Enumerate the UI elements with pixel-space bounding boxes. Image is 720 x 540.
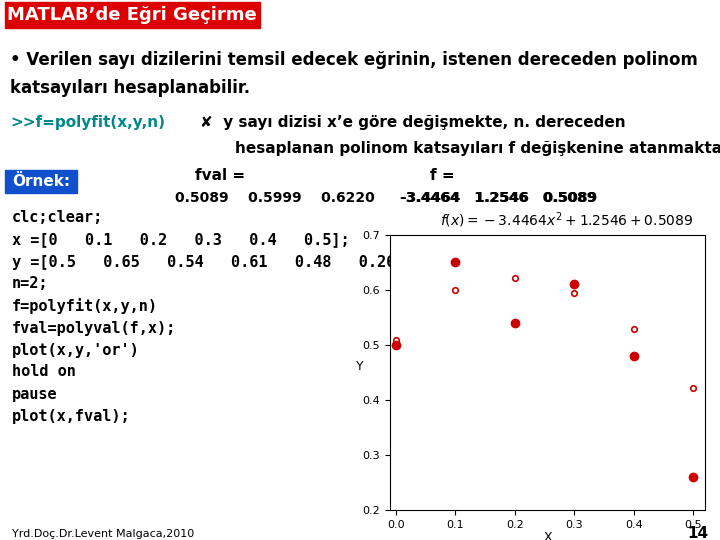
X-axis label: X: X bbox=[543, 531, 552, 540]
Text: katsayıları hesaplanabilir.: katsayıları hesaplanabilir. bbox=[10, 79, 250, 97]
Text: fval =: fval = bbox=[195, 168, 245, 184]
Text: 0.5089    0.5999    0.6220: 0.5089 0.5999 0.6220 bbox=[175, 191, 374, 205]
Text: y =[0.5   0.65   0.54   0.61   0.48   0.26];: y =[0.5 0.65 0.54 0.61 0.48 0.26]; bbox=[12, 254, 413, 269]
Text: • Verilen sayı dizilerini temsil edecek eğrinin, istenen dereceden polinom: • Verilen sayı dizilerini temsil edecek … bbox=[10, 51, 698, 69]
Text: MATLAB’de Eğri Geçirme: MATLAB’de Eğri Geçirme bbox=[7, 6, 257, 24]
Text: n=2;: n=2; bbox=[12, 276, 48, 292]
Text: hold on: hold on bbox=[12, 364, 76, 380]
Text: f=polyfit(x,y,n): f=polyfit(x,y,n) bbox=[12, 298, 158, 314]
Text: >>f=polyfit(x,y,n): >>f=polyfit(x,y,n) bbox=[10, 114, 165, 130]
Text: X: X bbox=[549, 491, 557, 504]
Text: pause: pause bbox=[12, 387, 58, 402]
Text: hesaplanan polinom katsayıları f değişkenine atanmaktadır.: hesaplanan polinom katsayıları f değişke… bbox=[235, 140, 720, 156]
FancyBboxPatch shape bbox=[5, 170, 77, 193]
Text: -3.4464   1.2546   0.5089: -3.4464 1.2546 0.5089 bbox=[401, 191, 598, 205]
Text: x =[0   0.1   0.2   0.3   0.4   0.5];: x =[0 0.1 0.2 0.3 0.4 0.5]; bbox=[12, 233, 350, 247]
Text: 14: 14 bbox=[687, 526, 708, 540]
Text: ✘  y sayı dizisi x’e göre değişmekte, n. dereceden: ✘ y sayı dizisi x’e göre değişmekte, n. … bbox=[200, 114, 626, 130]
Text: fval=polyval(f,x);: fval=polyval(f,x); bbox=[12, 321, 176, 335]
Text: plot(x,fval);: plot(x,fval); bbox=[12, 408, 130, 423]
Text: Örnek:: Örnek: bbox=[12, 173, 70, 188]
Text: $f(x) = -3.4464x^2 + 1.2546 + 0.5089$: $f(x) = -3.4464x^2 + 1.2546 + 0.5089$ bbox=[440, 210, 693, 230]
Text: Yrd.Doç.Dr.Levent Malgaca,2010: Yrd.Doç.Dr.Levent Malgaca,2010 bbox=[12, 529, 194, 539]
Text: -3.4464   1.2546   0.5089: -3.4464 1.2546 0.5089 bbox=[400, 191, 596, 205]
Y-axis label: Y: Y bbox=[356, 360, 364, 373]
FancyBboxPatch shape bbox=[5, 2, 260, 28]
Text: clc;clear;: clc;clear; bbox=[12, 211, 103, 226]
Text: plot(x,y,'or'): plot(x,y,'or') bbox=[12, 342, 140, 357]
Text: f =: f = bbox=[430, 168, 454, 184]
